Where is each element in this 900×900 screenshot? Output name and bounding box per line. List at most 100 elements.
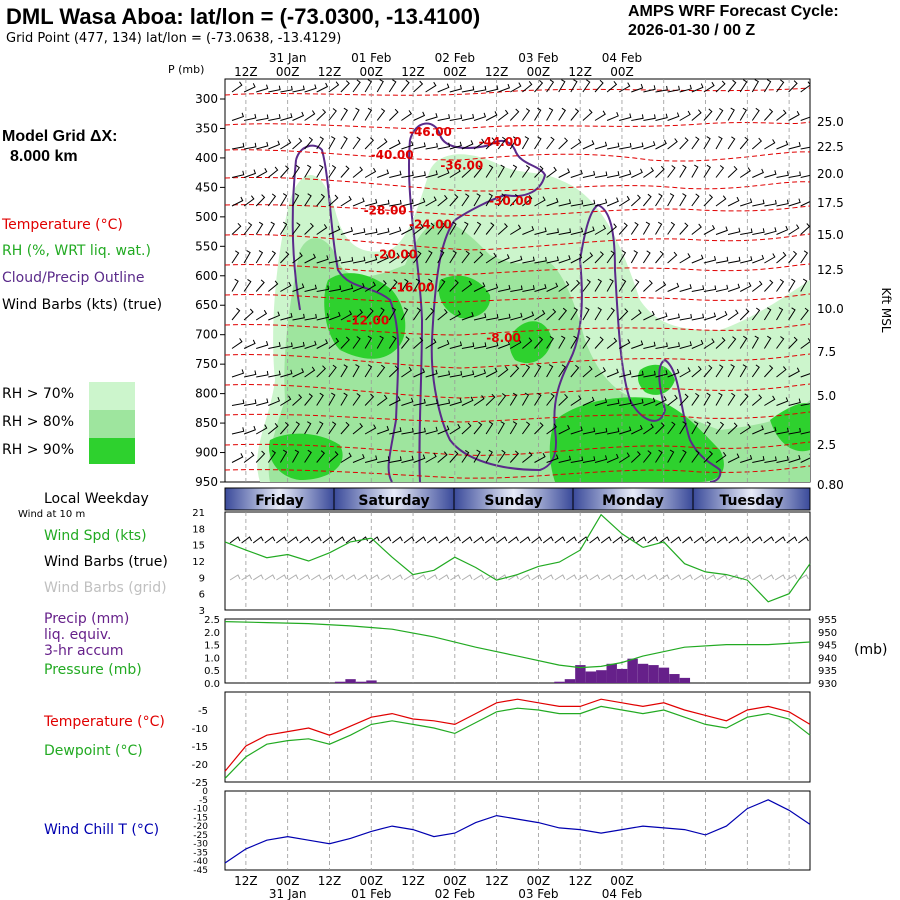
wind-barb-true <box>612 536 624 544</box>
temp-yticks: -5 -10 -15 -20 -25 <box>192 706 208 789</box>
wind-barb <box>413 142 426 150</box>
wind-barb <box>776 397 789 406</box>
wind-barb-grid <box>345 574 357 581</box>
wind-barb <box>800 338 810 349</box>
wind-barb <box>667 221 676 235</box>
wind-barb <box>570 395 582 406</box>
date-label: 03 Feb <box>518 887 558 900</box>
wind-barb <box>340 107 348 121</box>
wind-barb <box>256 341 269 349</box>
wind-barb <box>497 366 509 378</box>
wind-barb <box>522 451 533 463</box>
wind-barb <box>594 398 608 406</box>
wind-barb <box>655 139 667 150</box>
wind-barb <box>292 341 305 349</box>
pressure-tick-label: 940 <box>818 653 837 664</box>
wind-barb <box>679 367 691 378</box>
wind-barb <box>570 138 582 150</box>
time-tick-label: 12Z <box>568 65 592 79</box>
wind-barb <box>509 421 518 435</box>
wind-barb <box>788 278 796 292</box>
temp-contour <box>225 233 810 251</box>
wind-barb <box>751 335 759 349</box>
precip-tick-label: 2.5 <box>204 615 220 626</box>
wind-barb <box>534 107 542 121</box>
wind-barb <box>437 83 450 93</box>
wind-barb <box>485 341 499 349</box>
wind-barb <box>631 142 644 150</box>
legend-wind-barbs: Wind Barbs (kts) (true) <box>2 297 163 313</box>
wind-barb <box>570 253 583 264</box>
wind-barb <box>364 137 375 150</box>
wind-barb <box>364 424 377 435</box>
wind-barb <box>256 84 269 93</box>
wind-barb <box>582 456 596 463</box>
wind-barb <box>509 392 518 406</box>
wind-barb <box>413 197 426 207</box>
wind-barb <box>280 139 292 150</box>
wind-barb <box>365 228 378 235</box>
wind-barb <box>449 84 463 93</box>
wind-barb <box>546 364 554 378</box>
wind-barb <box>534 196 546 207</box>
wind-barb <box>727 336 737 349</box>
wind-barb <box>570 199 584 207</box>
wind-barb <box>461 193 470 207</box>
wind-barb <box>619 399 632 406</box>
time-tick-label: 00Z <box>360 65 384 79</box>
wind-barb <box>340 80 350 93</box>
wind-barb <box>389 139 401 150</box>
wind-barb <box>401 141 414 150</box>
wind-barb <box>231 427 245 435</box>
wind-barb <box>328 136 336 150</box>
wind-barb-true <box>484 536 496 544</box>
wind-barb <box>498 313 511 321</box>
wind-barb <box>461 342 475 349</box>
wind-barb <box>631 114 644 121</box>
wind-barb <box>497 164 505 178</box>
pressure-line <box>224 621 811 669</box>
wind-barb <box>800 174 810 178</box>
wind-barb-grid <box>774 574 786 581</box>
chill-yticks: 0-5-10-15-20-25-30-35-40-45 <box>193 787 208 876</box>
wind-barb <box>655 312 668 321</box>
wind-barb-grid <box>589 574 601 581</box>
wind-barb <box>546 228 559 235</box>
date-label: 01 Feb <box>351 51 391 65</box>
wind-barb <box>691 223 702 235</box>
temp-contour <box>225 383 810 399</box>
height-tick-label: 10.0 <box>817 302 844 316</box>
wind-barb <box>606 453 619 463</box>
wind-barb <box>751 137 763 150</box>
wind-barb <box>618 82 631 93</box>
wind-barb <box>304 164 312 178</box>
wind-barb <box>703 392 711 406</box>
wind-barb <box>279 221 288 235</box>
wind-barb <box>691 164 699 178</box>
wind-barb <box>231 338 243 349</box>
temp-contour <box>225 441 810 456</box>
wind-barb <box>304 313 317 321</box>
wind-barb <box>461 370 475 378</box>
wind-barb <box>534 422 544 435</box>
precip-tick-label: 1.0 <box>204 653 220 664</box>
wind-barb <box>352 228 366 235</box>
wind-barb <box>715 136 723 150</box>
wind-barb <box>594 367 606 378</box>
cloud-outline-4 <box>407 139 424 482</box>
wind-barb <box>340 165 350 178</box>
wind-barb <box>727 364 735 378</box>
wind-barb <box>521 421 531 435</box>
wind-barb <box>425 142 438 150</box>
wind-barb <box>388 79 397 93</box>
wind-barb <box>485 85 499 93</box>
chill-ytick-label: -10 <box>193 805 208 815</box>
wind-barb <box>667 313 680 321</box>
wind-barb <box>280 369 293 378</box>
chill-ytick-label: -40 <box>193 857 208 867</box>
wind-barb <box>558 335 566 349</box>
wind-barb <box>267 280 279 292</box>
wind-barb <box>570 364 580 378</box>
height-ticks: 25.0 22.5 20.0 17.5 15.0 12.5 10.0 7.5 5.0 2.5 0.8… <box>817 115 844 492</box>
temp-contour-label: -12.00 <box>346 314 389 328</box>
